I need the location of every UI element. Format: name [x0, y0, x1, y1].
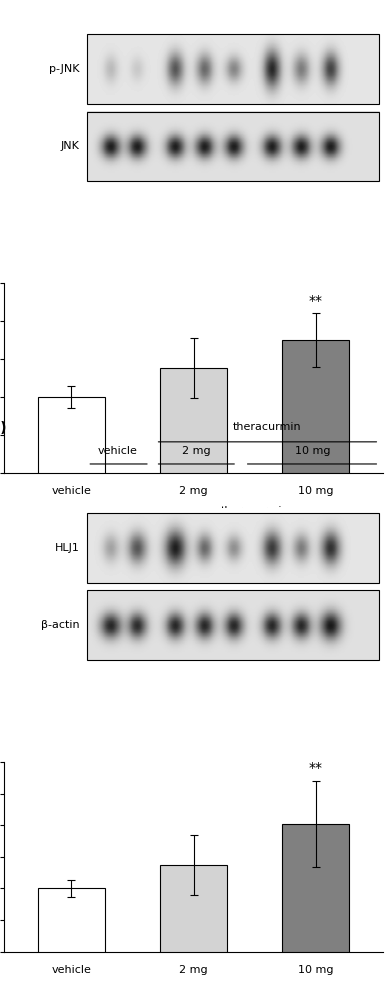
Text: 10 mg: 10 mg	[298, 965, 334, 975]
Bar	[87, 34, 379, 104]
Text: HLJ1: HLJ1	[55, 542, 80, 552]
Text: vehicle: vehicle	[51, 486, 91, 496]
Bar	[38, 397, 105, 473]
Bar	[282, 340, 349, 473]
Text: vehicle: vehicle	[98, 446, 138, 456]
Text: 10 mg: 10 mg	[298, 486, 334, 496]
Bar	[87, 112, 379, 181]
Text: 2 mg: 2 mg	[179, 965, 208, 975]
Bar	[160, 865, 227, 952]
Text: vehicle: vehicle	[51, 965, 91, 975]
Bar	[282, 824, 349, 952]
Text: theracurmin: theracurmin	[220, 506, 289, 516]
Text: **: **	[309, 293, 323, 308]
Text: 2 mg: 2 mg	[179, 486, 208, 496]
Text: p-JNK: p-JNK	[49, 64, 80, 74]
Bar	[87, 513, 379, 583]
Bar	[87, 591, 379, 660]
Text: JNK: JNK	[61, 141, 80, 151]
Text: β-actin: β-actin	[41, 620, 80, 630]
Text: **: **	[309, 761, 323, 775]
Text: 10 mg: 10 mg	[295, 446, 331, 456]
Text: (b): (b)	[0, 421, 7, 436]
Text: theracurmin: theracurmin	[233, 423, 302, 433]
Text: 2 mg: 2 mg	[182, 446, 211, 456]
Bar	[160, 368, 227, 473]
Bar	[38, 889, 105, 952]
